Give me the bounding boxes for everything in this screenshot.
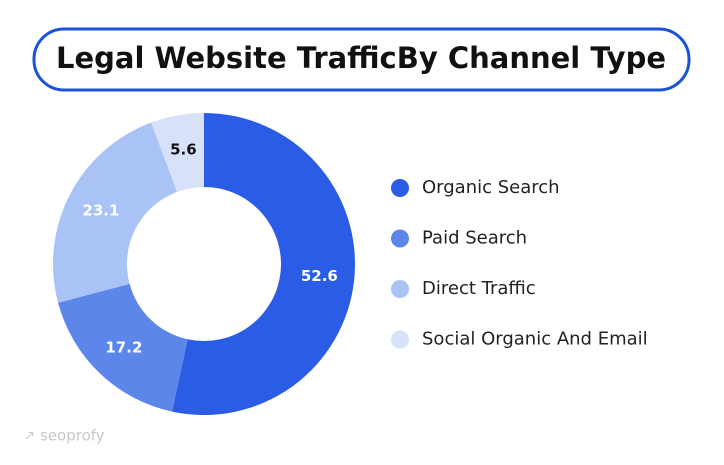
watermark: seoprofy	[40, 427, 105, 445]
legend-label: Direct Traffic	[422, 278, 536, 299]
data-label: 17.2	[105, 338, 142, 356]
legend-marker	[391, 179, 409, 197]
title-box	[32, 27, 691, 92]
donut-slice	[171, 113, 356, 415]
legend-marker	[391, 280, 409, 298]
data-label: 5.6	[170, 140, 197, 158]
legend-label: Social Organic And Email	[422, 329, 648, 350]
donut-slice	[53, 122, 178, 303]
legend-label: Organic Search	[422, 177, 560, 198]
data-label: 23.1	[82, 201, 119, 219]
chart-title: Legal Website TrafficBy Channel Type	[56, 41, 666, 75]
donut-slice	[58, 283, 188, 412]
watermark-icon: ↗	[24, 429, 35, 444]
legend-marker	[391, 229, 409, 248]
data-label: 52.6	[301, 267, 338, 285]
legend-marker	[391, 330, 409, 349]
legend-label: Paid Search	[422, 228, 527, 249]
donut-slice	[151, 113, 204, 192]
